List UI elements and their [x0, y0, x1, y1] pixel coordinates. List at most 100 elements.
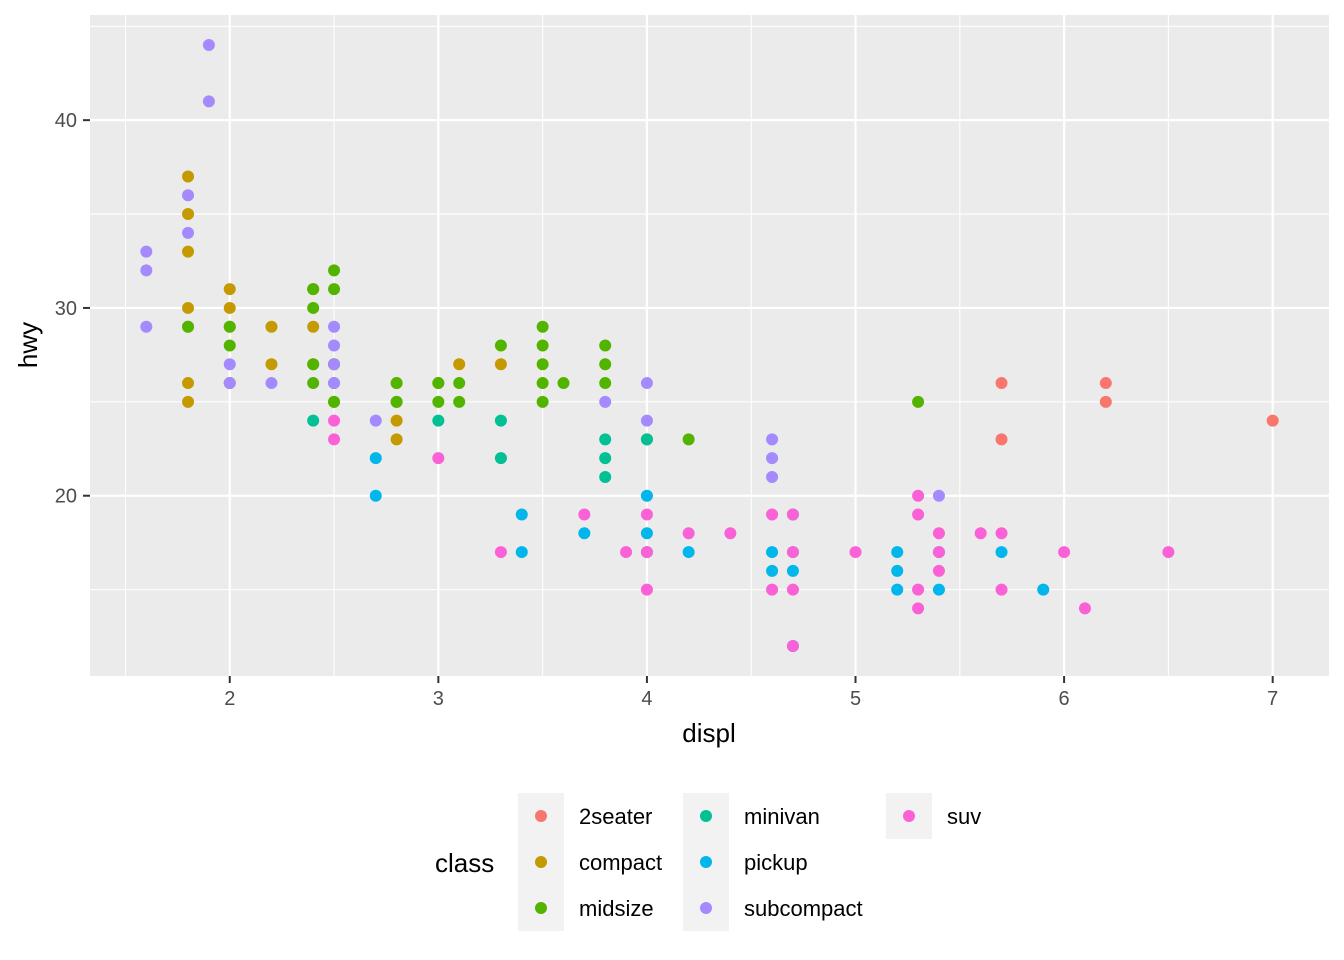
data-point-suv: [682, 527, 695, 540]
data-point-suv: [786, 639, 799, 652]
data-point-subcompact: [182, 189, 195, 202]
data-point-pickup: [786, 564, 799, 577]
data-point-midsize: [453, 395, 466, 408]
data-point-subcompact: [328, 320, 341, 333]
data-point-subcompact: [202, 95, 215, 108]
grid-minor: [90, 15, 1329, 676]
data-point-midsize: [536, 377, 549, 390]
data-point-minivan: [599, 433, 612, 446]
legend-key-minivan: [700, 810, 712, 822]
legend-label-subcompact: subcompact: [744, 896, 863, 921]
legend-title: class: [435, 848, 494, 878]
data-point-pickup: [682, 546, 695, 559]
legend-key-suv: [903, 810, 915, 822]
data-point-pickup: [891, 583, 904, 596]
data-point-compact: [223, 283, 236, 296]
data-point-compact: [390, 433, 403, 446]
data-point-compact: [265, 358, 278, 371]
data-point-compact: [182, 395, 195, 408]
x-axis-title: displ: [682, 718, 735, 748]
y-axis: 20 30 40: [55, 110, 90, 508]
y-tick-label: 20: [55, 486, 77, 508]
data-point-suv: [328, 414, 341, 427]
data-point-compact: [453, 358, 466, 371]
data-point-suv: [974, 527, 987, 540]
data-point-pickup: [891, 564, 904, 577]
data-point-subcompact: [223, 377, 236, 390]
data-point-subcompact: [640, 414, 653, 427]
data-point-pickup: [1037, 583, 1050, 596]
data-point-compact: [265, 320, 278, 333]
x-tick-label: 6: [1059, 688, 1070, 710]
data-point-suv: [766, 508, 779, 521]
data-point-minivan: [432, 414, 445, 427]
data-point-subcompact: [223, 358, 236, 371]
data-point-minivan: [640, 433, 653, 446]
data-point-midsize: [182, 320, 195, 333]
data-point-suv: [578, 508, 591, 521]
x-tick-label: 5: [850, 688, 861, 710]
data-point-compact: [390, 414, 403, 427]
data-point-subcompact: [328, 339, 341, 352]
data-point-suv: [932, 564, 945, 577]
data-point-pickup: [932, 583, 945, 596]
data-point-suv: [640, 508, 653, 521]
data-point-subcompact: [328, 358, 341, 371]
data-point-pickup: [369, 452, 382, 465]
data-point-suv: [995, 527, 1008, 540]
legend-key-midsize: [535, 902, 547, 914]
data-point-minivan: [307, 414, 320, 427]
data-point-midsize: [682, 433, 695, 446]
data-point-midsize: [432, 377, 445, 390]
data-point-2seater: [995, 377, 1008, 390]
legend-key-pickup: [700, 856, 712, 868]
data-point-pickup: [369, 489, 382, 502]
x-tick-label: 4: [641, 688, 652, 710]
data-point-midsize: [328, 264, 341, 277]
data-point-pickup: [640, 527, 653, 540]
data-point-compact: [182, 170, 195, 183]
data-point-suv: [1078, 602, 1091, 615]
data-point-suv: [640, 546, 653, 559]
legend-label-pickup: pickup: [744, 850, 808, 875]
data-point-suv: [1162, 546, 1175, 559]
data-point-subcompact: [932, 489, 945, 502]
data-point-2seater: [1099, 395, 1112, 408]
data-point-midsize: [599, 339, 612, 352]
data-point-suv: [786, 546, 799, 559]
data-point-compact: [494, 358, 507, 371]
legend-label-minivan: minivan: [744, 804, 820, 829]
data-point-midsize: [328, 283, 341, 296]
data-point-suv: [912, 602, 925, 615]
data-point-midsize: [390, 377, 403, 390]
data-point-compact: [307, 320, 320, 333]
data-point-minivan: [494, 452, 507, 465]
data-point-pickup: [515, 508, 528, 521]
data-point-suv: [849, 546, 862, 559]
data-point-minivan: [494, 414, 507, 427]
data-point-suv: [494, 546, 507, 559]
data-point-compact: [223, 301, 236, 314]
legend-key-subcompact: [700, 902, 712, 914]
data-point-2seater: [1266, 414, 1279, 427]
data-point-minivan: [599, 470, 612, 483]
data-point-midsize: [494, 339, 507, 352]
data-point-subcompact: [202, 39, 215, 52]
data-point-suv: [912, 489, 925, 502]
data-point-compact: [182, 245, 195, 258]
data-point-subcompact: [640, 377, 653, 390]
data-point-minivan: [599, 452, 612, 465]
data-point-midsize: [536, 339, 549, 352]
data-point-suv: [786, 583, 799, 596]
data-point-midsize: [536, 320, 549, 333]
data-point-midsize: [599, 377, 612, 390]
data-point-subcompact: [265, 377, 278, 390]
data-point-suv: [328, 433, 341, 446]
legend-key-2seater: [535, 810, 547, 822]
data-point-midsize: [536, 358, 549, 371]
data-point-pickup: [640, 489, 653, 502]
legend-label-compact: compact: [579, 850, 662, 875]
data-point-subcompact: [766, 452, 779, 465]
data-point-midsize: [390, 395, 403, 408]
